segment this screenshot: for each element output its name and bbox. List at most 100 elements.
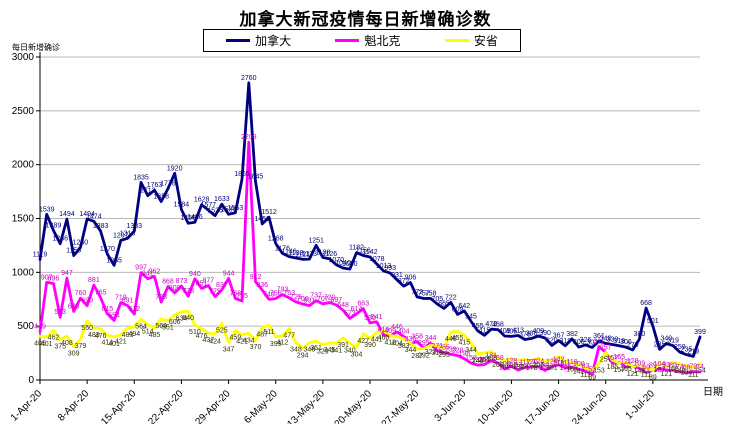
data-label-ontario: 318 (432, 350, 444, 357)
data-label-canada: 872 (398, 278, 410, 285)
data-label-quebec: 997 (135, 265, 147, 272)
data-label-canada: 1526 (207, 208, 223, 215)
data-label-ontario: 346 (304, 347, 316, 354)
data-label-canada: 1450 (254, 216, 270, 223)
data-label-canada: 1466 (187, 214, 203, 221)
x-tick-label: 13-May-20 (285, 388, 327, 424)
data-label-quebec: 104 (654, 361, 666, 368)
data-label-ontario: 309 (68, 351, 80, 358)
data-label-ontario: 340 (344, 347, 356, 354)
data-label-ontario: 89 (649, 374, 657, 381)
data-label-ontario: 640 (182, 315, 194, 322)
data-label-ontario: 185 (607, 364, 619, 371)
data-label-quebec: 93 (662, 362, 670, 369)
data-label-canada: 340 (600, 335, 612, 342)
data-label-canada: 1266 (52, 236, 68, 243)
data-label-quebec: 255 (438, 345, 450, 352)
data-label-quebec: 706 (297, 296, 309, 303)
data-label-quebec: 157 (607, 355, 619, 362)
data-label-quebec: 947 (61, 270, 73, 277)
data-label-ontario: 483 (88, 332, 100, 339)
data-label-ontario: 178 (526, 365, 538, 372)
data-label-ontario: 514 (142, 329, 154, 336)
data-label-canada: 1297 (113, 232, 129, 239)
data-label-ontario: 568 (155, 323, 167, 330)
data-label-quebec: 120 (526, 359, 538, 366)
data-label-canada: 931 (391, 272, 403, 279)
data-label-canada: 390 (539, 330, 551, 337)
data-label-canada: 1920 (167, 165, 183, 172)
data-label-quebec: 851 (196, 280, 208, 287)
legend-label-canada: 加拿大 (255, 34, 292, 48)
x-tick-label: 24-Jun-20 (570, 388, 610, 424)
data-label-quebec: 691 (304, 298, 316, 305)
data-label-canada: 1176 (275, 245, 290, 252)
data-label-ontario: 477 (283, 333, 295, 340)
data-label-quebec: 92 (514, 362, 522, 369)
data-label-quebec: 446 (391, 324, 403, 331)
data-label-ontario: 460 (378, 334, 390, 341)
data-label-quebec: 737 (310, 293, 322, 300)
data-label-quebec: 758 (229, 290, 241, 297)
legend-label-ontario: 安省 (473, 34, 498, 48)
data-label-canada: 399 (694, 329, 706, 336)
data-label-canada: 319 (667, 338, 679, 345)
data-label-canada: 302 (586, 339, 598, 346)
data-label-quebec: 962 (149, 268, 161, 275)
data-label-canada: 1494 (59, 211, 75, 218)
data-label-ontario: 441 (371, 337, 383, 344)
data-label-canada: 1123 (302, 251, 317, 258)
data-label-ontario: 399 (270, 341, 282, 348)
data-label-ontario: 494 (128, 331, 140, 338)
data-label-canada: 326 (580, 337, 592, 344)
x-tick-label: 1-Apr-20 (9, 388, 45, 424)
data-label-ontario: 165 (620, 366, 632, 373)
data-label-quebec: 735 (236, 293, 248, 300)
data-label-canada: 1389 (46, 222, 62, 229)
data-label-canada: 1577 (201, 202, 217, 209)
data-label-quebec: 69 (642, 365, 650, 372)
data-label-quebec: 165 (613, 354, 625, 361)
x-tick-label: 10-Jun-20 (476, 388, 516, 424)
data-label-canada: 468 (492, 322, 504, 329)
x-tick-label: 27-May-20 (380, 388, 422, 424)
data-label-quebec: 124 (533, 359, 545, 366)
data-label-canada: 1126 (322, 251, 337, 258)
data-label-ontario: 304 (351, 351, 363, 358)
data-label-quebec: 697 (330, 297, 342, 304)
x-tick-label: 22-Apr-20 (146, 388, 186, 424)
data-label-quebec: 257 (600, 344, 612, 351)
data-label-quebec: 181 (485, 353, 497, 360)
data-label-ontario: 412 (384, 340, 396, 347)
data-label-quebec: 707 (317, 296, 329, 303)
data-label-canada: 1713 (140, 188, 156, 195)
data-label-canada: 1539 (39, 206, 55, 213)
data-label-ontario: 412 (277, 340, 289, 347)
data-label-quebec: 74 (676, 364, 684, 371)
data-label-ontario: 375 (54, 344, 66, 351)
data-label-canada: 1778 (160, 181, 176, 188)
x-tick-label: 15-Apr-20 (99, 388, 139, 424)
data-label-ontario: 408 (61, 340, 73, 347)
data-label-ontario: 427 (357, 338, 369, 345)
data-label-ontario: 459 (229, 335, 241, 342)
data-label-ontario: 634 (176, 316, 188, 323)
data-label-quebec: 53 (588, 366, 596, 373)
data-label-canada: 1845 (248, 173, 264, 180)
data-label-ontario: 421 (115, 339, 127, 346)
data-label-canada: 380 (634, 331, 646, 338)
data-label-ontario: 121 (627, 371, 639, 378)
data-label-quebec: 778 (182, 288, 194, 295)
ontario-line-swatch (444, 39, 469, 42)
data-label-canada: 1170 (100, 246, 115, 253)
data-label-canada: 501 (647, 318, 659, 325)
data-label-canada: 609 (452, 306, 464, 313)
data-label-canada: 1182 (349, 245, 364, 252)
data-label-ontario: 476 (196, 333, 208, 340)
data-label-canada: 1835 (133, 174, 149, 181)
data-label-canada: 409 (499, 328, 511, 335)
data-label-quebec: 896 (48, 276, 60, 283)
data-label-quebec: 419 (378, 327, 390, 334)
data-label-ontario: 401 (108, 341, 120, 348)
